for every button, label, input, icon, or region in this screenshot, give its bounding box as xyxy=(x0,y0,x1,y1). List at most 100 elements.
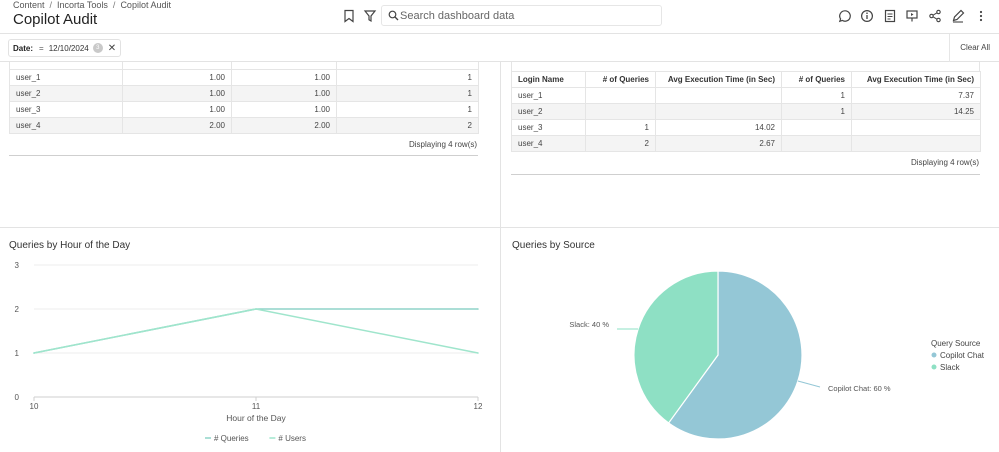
table-cell xyxy=(781,119,852,136)
table-cell xyxy=(851,119,981,136)
search-box[interactable] xyxy=(381,5,662,26)
table-row[interactable]: user_4 2.00 2.00 2 xyxy=(9,116,479,134)
column-header-login-name[interactable]: Login Name xyxy=(511,71,586,88)
table-cell: user_3 xyxy=(511,119,586,136)
remove-filter-icon[interactable]: ✕ xyxy=(107,42,117,54)
table-row[interactable]: user_2 1.00 1.00 1 xyxy=(9,84,479,102)
pie-data-label: Slack: 40 % xyxy=(569,320,609,329)
table-row[interactable]: user_1 1.00 1.00 1 xyxy=(9,68,479,86)
table-cell: 1 xyxy=(336,84,479,102)
breadcrumb: Content / Incorta Tools / Copilot Audit xyxy=(13,0,171,10)
table-cell: 1 xyxy=(781,87,852,104)
table-cell: 1.00 xyxy=(122,84,232,102)
table-cell: 1 xyxy=(781,103,852,120)
pie-data-label: Copilot Chat: 60 % xyxy=(828,384,891,393)
table-cell: 1 xyxy=(336,68,479,86)
table-cell: 7.37 xyxy=(851,87,981,104)
table-cell: 2.00 xyxy=(231,116,337,134)
table-cell xyxy=(585,103,656,120)
table-cell: 2 xyxy=(336,116,479,134)
share-icon[interactable] xyxy=(928,9,942,23)
search-icon xyxy=(388,10,399,21)
breadcrumb-incorta-tools[interactable]: Incorta Tools xyxy=(57,0,108,10)
pie-chart: Copilot Chat: 60 % Slack: 40 % Query Sourc… xyxy=(569,270,985,440)
legend-label: Slack xyxy=(940,363,961,372)
x-tick-label: 12 xyxy=(474,402,483,411)
table-cell: user_1 xyxy=(511,87,586,104)
table-row[interactable]: user_1 1 7.37 xyxy=(511,87,981,104)
table-cell: user_4 xyxy=(511,135,586,152)
filter-bar: Date: = 12/10/2024 3 ✕ Clear All xyxy=(0,34,999,62)
table-cell: user_4 xyxy=(9,116,123,134)
right-table-footer-line xyxy=(511,174,980,175)
x-axis-label: Hour of the Day xyxy=(226,413,286,423)
table-row[interactable]: user_4 2 2.67 xyxy=(511,135,981,152)
panel-divider-vertical xyxy=(500,62,501,452)
report-icon[interactable] xyxy=(883,9,897,23)
page-title: Copilot Audit xyxy=(13,11,98,28)
bookmark-icon[interactable] xyxy=(342,9,356,23)
line-chart-title: Queries by Hour of the Day xyxy=(9,240,131,251)
data-point xyxy=(255,308,257,310)
table-cell: user_2 xyxy=(9,84,123,102)
present-icon[interactable] xyxy=(905,9,919,23)
table-cell: user_2 xyxy=(511,103,586,120)
search-input[interactable] xyxy=(400,8,655,24)
data-point xyxy=(477,308,479,310)
filter-icon[interactable] xyxy=(363,9,377,23)
table-cell: 2 xyxy=(585,135,656,152)
y-tick-label: 2 xyxy=(15,305,20,314)
date-filter-pill[interactable]: Date: = 12/10/2024 3 ✕ xyxy=(8,39,122,57)
left-insight-table: user_1 1.00 1.00 1 user_2 1.00 1.00 1 us… xyxy=(9,62,479,134)
pie-chart-title: Queries by Source xyxy=(512,240,595,251)
top-bar: Content / Incorta Tools / Copilot Audit Copi… xyxy=(0,0,999,34)
left-table-row-count: Displaying 4 row(s) xyxy=(409,140,478,149)
legend-label: # Queries xyxy=(214,434,249,443)
right-table-row-count: Displaying 4 row(s) xyxy=(911,158,980,167)
table-cell xyxy=(655,87,782,104)
column-header-avg-exec-time[interactable]: Avg Execution Time (in Sec) xyxy=(655,71,782,88)
filter-operator: = xyxy=(39,43,44,53)
table-cell: 1.00 xyxy=(231,84,337,102)
table-cell xyxy=(655,103,782,120)
table-cell: 1 xyxy=(336,100,479,118)
x-tick-label: 11 xyxy=(252,402,261,411)
left-table-footer-line xyxy=(9,155,478,156)
more-menu-icon[interactable] xyxy=(974,9,988,23)
column-header-queries[interactable]: # of Queries xyxy=(781,71,852,88)
panel-divider-horizontal xyxy=(0,227,999,228)
x-tick-label: 10 xyxy=(30,402,39,411)
table-cell: 1.00 xyxy=(231,68,337,86)
table-header-row: Login Name # of Queries Avg Execution Ti… xyxy=(511,71,981,88)
breadcrumb-content[interactable]: Content xyxy=(13,0,45,10)
table-cell xyxy=(781,135,852,152)
pie-label-leader xyxy=(797,380,821,388)
edit-icon[interactable] xyxy=(951,9,965,23)
table-row[interactable]: user_3 1 14.02 xyxy=(511,119,981,136)
table-cell: 1.00 xyxy=(122,100,232,118)
series-line xyxy=(33,308,479,354)
table-cell: user_3 xyxy=(9,100,123,118)
right-table-group-header xyxy=(511,62,980,71)
filter-count-badge: 3 xyxy=(92,43,103,53)
legend-title: Query Source xyxy=(931,339,981,348)
clear-all-button[interactable]: Clear All xyxy=(949,34,999,62)
y-tick-label: 1 xyxy=(15,349,20,358)
y-tick-label: 3 xyxy=(15,261,20,270)
legend-swatch xyxy=(931,352,937,358)
info-icon[interactable] xyxy=(860,9,874,23)
column-header-queries[interactable]: # of Queries xyxy=(585,71,656,88)
table-cell: 1.00 xyxy=(122,68,232,86)
table-row[interactable]: user_2 1 14.25 xyxy=(511,103,981,120)
breadcrumb-copilot-audit: Copilot Audit xyxy=(120,0,171,10)
table-cell: 2.00 xyxy=(122,116,232,134)
pie-slice xyxy=(633,270,719,424)
table-cell: 2.67 xyxy=(655,135,782,152)
column-header-avg-exec-time[interactable]: Avg Execution Time (in Sec) xyxy=(851,71,981,88)
table-row[interactable]: user_3 1.00 1.00 1 xyxy=(9,100,479,118)
filter-label: Date: xyxy=(13,43,34,53)
table-cell xyxy=(851,135,981,152)
series-line xyxy=(33,308,478,354)
comment-icon[interactable] xyxy=(838,9,852,23)
